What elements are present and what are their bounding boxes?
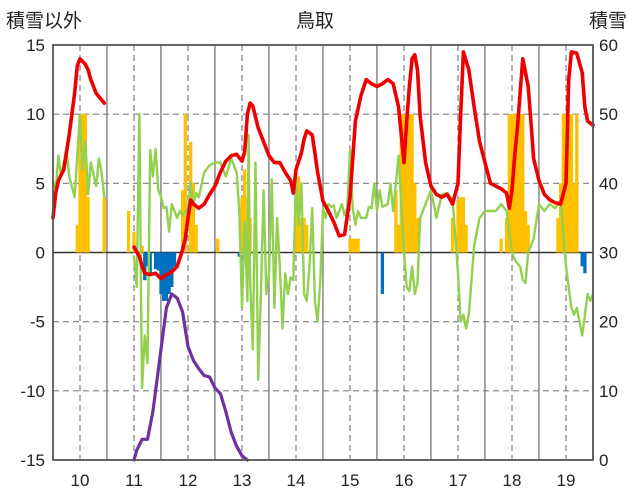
yellow-bar-63	[575, 114, 579, 253]
yellow-bar-4	[86, 197, 90, 253]
yellow-bar-48	[507, 114, 511, 253]
yellow-bar-39	[413, 183, 417, 253]
yellow-bar-19	[240, 197, 244, 253]
yellow-bar-0	[75, 224, 79, 253]
yellow-bar-44	[461, 197, 466, 253]
yellow-bar-31	[356, 238, 360, 253]
yellow-bar-14	[183, 114, 187, 253]
plot-frame	[52, 44, 594, 461]
blue-bar-14	[583, 252, 587, 274]
right-axis-label: 積雪	[589, 11, 628, 32]
x-tick-18: 18	[503, 471, 522, 490]
x-tick-17: 17	[449, 471, 468, 490]
yellow-bar-50	[513, 114, 517, 253]
y-left-tick-15: 15	[26, 36, 45, 55]
x-tick-16: 16	[395, 471, 414, 490]
x-tick-11: 11	[125, 471, 143, 490]
temperature-line	[51, 50, 595, 281]
yellow-bar-27	[305, 224, 309, 253]
y-right-tick-50: 50	[599, 105, 618, 124]
yellow-bar-13	[180, 190, 185, 253]
yellow-bar-18	[216, 238, 220, 253]
yellow-bar-40	[415, 217, 420, 253]
yellow-bar-1	[78, 114, 82, 253]
yellow-bar-57	[558, 183, 563, 253]
yellow-bar-35	[402, 114, 406, 253]
y-left-tick-10: 10	[26, 105, 45, 124]
yellow-bar-3	[83, 114, 88, 253]
yellow-bar-30	[353, 238, 358, 253]
blue-bar-4	[156, 252, 160, 271]
snow-depth-line	[134, 294, 593, 460]
yellow-bar-32	[394, 190, 398, 253]
left-axis-label: 積雪以外	[6, 11, 83, 32]
yellow-bar-61	[569, 114, 574, 253]
yellow-bar-16	[191, 183, 196, 253]
yellow-bar-2	[81, 114, 85, 253]
x-tick-10: 10	[71, 471, 90, 490]
y-left-tick--15: -15	[20, 451, 45, 470]
x-tick-12: 12	[179, 471, 198, 490]
y-right-tick-30: 30	[599, 244, 618, 263]
yellow-bar-47	[504, 217, 509, 253]
blue-bar-11	[237, 252, 241, 257]
yellow-bar-52	[518, 114, 522, 253]
chart-title: 鳥取	[296, 11, 335, 32]
blue-bar-2	[148, 252, 152, 274]
y-right-tick-20: 20	[599, 313, 618, 332]
x-tick-15: 15	[341, 471, 360, 490]
yellow-bar-26	[302, 217, 306, 253]
y-left-tick-5: 5	[36, 174, 45, 193]
y-left-tick--10: -10	[20, 382, 45, 401]
yellow-bar-29	[351, 238, 355, 253]
x-tick-19: 19	[557, 471, 576, 490]
blue-bar-1	[145, 252, 150, 267]
yellow-bar-43	[459, 197, 463, 253]
yellow-bar-42	[456, 199, 460, 253]
plot-border	[52, 44, 594, 461]
yellow-bar-5	[102, 197, 106, 253]
yellow-bar-17	[194, 224, 198, 253]
yellow-bar-56	[556, 217, 560, 253]
blue-bar-3	[153, 252, 158, 270]
yellow-bar-20	[243, 169, 247, 253]
series-lines	[51, 50, 595, 460]
blue-bar-12	[380, 252, 385, 294]
yellow-bar-60	[567, 114, 571, 253]
y-right-tick-60: 60	[599, 36, 618, 55]
blue-bar-10	[172, 252, 177, 267]
yellow-bar-54	[523, 211, 528, 253]
yellow-bar-62	[572, 183, 576, 253]
blue-bar-5	[159, 252, 163, 294]
yellow-bar-28	[348, 238, 352, 253]
yellow-bar-36	[405, 114, 409, 253]
yellow-bar-33	[396, 224, 401, 253]
yellow-bar-7	[132, 231, 136, 253]
yellow-bar-41	[450, 217, 455, 253]
yellow-bar-55	[526, 224, 530, 253]
x-tick-14: 14	[287, 471, 306, 490]
x-tick-13: 13	[233, 471, 252, 490]
yellow-bar-38	[410, 114, 414, 253]
y-right-tick-40: 40	[599, 174, 618, 193]
yellow-bar-51	[515, 114, 520, 253]
green-series-line	[51, 113, 595, 390]
y-left-tick-0: 0	[36, 244, 45, 263]
y-right-tick-0: 0	[599, 451, 608, 470]
yellow-bar-45	[464, 224, 468, 253]
yellow-bar-6	[126, 211, 131, 253]
yellow-bar-9	[140, 245, 144, 253]
yellow-bar-37	[407, 114, 412, 253]
y-right-tick-10: 10	[599, 382, 618, 401]
blue-bar-13	[580, 252, 584, 267]
yellow-bar-25	[299, 217, 304, 253]
yellow-bar-46	[499, 238, 503, 253]
yellow-bar-15	[189, 141, 193, 253]
yellow-bar-53	[521, 114, 525, 253]
yellow-bar-58	[561, 114, 565, 253]
blue-bar-0	[143, 252, 147, 281]
y-left-tick--5: -5	[30, 313, 45, 332]
